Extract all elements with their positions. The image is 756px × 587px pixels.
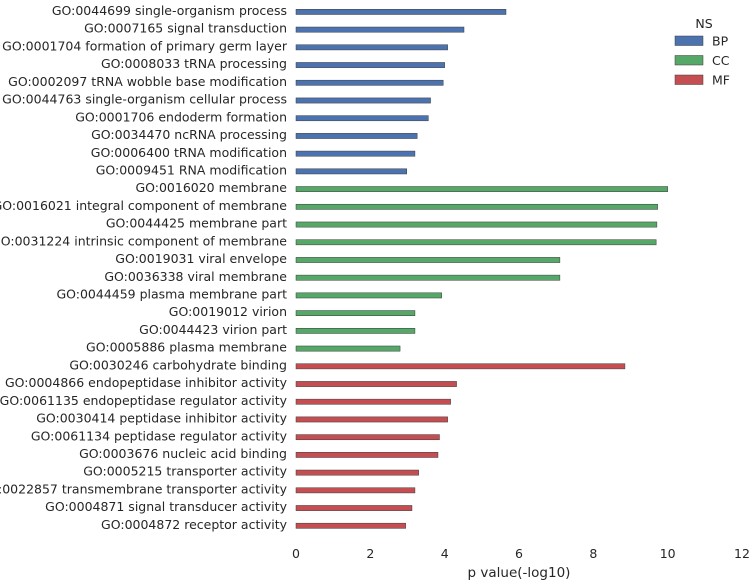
- bar-10: [295, 168, 408, 175]
- bar-25: [295, 434, 440, 441]
- plot-area: [295, 9, 668, 529]
- legend-label-mf: MF: [712, 73, 730, 88]
- category-label-5: GO:0002097 tRNA wobble base modification: [8, 74, 287, 89]
- bar-5: [295, 79, 444, 86]
- x-tick-label-8: 8: [589, 546, 597, 561]
- bar-18: [295, 310, 416, 316]
- bar-24: [295, 416, 448, 423]
- category-label-6: GO:0044763 single-organism cellular proc…: [2, 92, 287, 107]
- bar-3: [295, 44, 448, 51]
- category-label-19: GO:0044423 virion part: [139, 322, 287, 337]
- category-label-1: GO:0044699 single-organism process: [52, 3, 287, 18]
- category-label-16: GO:0036338 viral membrane: [104, 269, 287, 284]
- category-label-21: GO:0030246 carbohydrate binding: [69, 357, 287, 372]
- bar-11: [295, 186, 668, 192]
- bar-6: [295, 97, 431, 104]
- category-label-3: GO:0001704 formation of primary germ lay…: [2, 38, 288, 53]
- bar-28: [295, 487, 416, 494]
- bar-14: [295, 239, 657, 246]
- category-label-24: GO:0030414 peptidase inhibitor activity: [36, 411, 287, 426]
- bar-1: [295, 9, 507, 15]
- x-axis-ticks: 0 2 4 6 8 10 12: [292, 546, 750, 561]
- bar-8: [295, 133, 418, 139]
- bar-20: [295, 345, 401, 352]
- bar-29: [295, 505, 413, 511]
- category-label-29: GO:0004871 signal transducer activity: [45, 499, 287, 514]
- category-labels: GO:0044699 single-organism process GO:000…: [0, 3, 288, 532]
- bar-22: [295, 381, 457, 387]
- bar-21: [295, 363, 626, 370]
- bar-4: [295, 62, 445, 68]
- legend: NS BP CC MF: [674, 16, 730, 88]
- bar-12: [295, 203, 658, 210]
- bar-19: [295, 328, 416, 334]
- legend-label-cc: CC: [712, 53, 730, 68]
- bar-9: [295, 150, 416, 157]
- legend-swatch-bp: [674, 35, 704, 46]
- category-label-26: GO:0003676 nucleic acid binding: [79, 446, 287, 461]
- x-tick-label-2: 2: [366, 546, 374, 561]
- category-label-2: GO:0007165 signal transduction: [84, 21, 287, 36]
- x-tick-label-6: 6: [515, 546, 523, 561]
- category-label-18: GO:0019012 virion: [169, 304, 287, 319]
- category-label-9: GO:0006400 tRNA modification: [91, 145, 287, 160]
- category-label-15: GO:0019031 viral envelope: [115, 251, 287, 266]
- category-label-4: GO:0008033 tRNA processing: [101, 56, 287, 71]
- bar-30: [295, 522, 406, 529]
- bar-27: [295, 469, 419, 476]
- bar-23: [295, 398, 451, 405]
- category-label-28: GO:0022857 transmembrane transporter act…: [0, 481, 288, 496]
- x-axis-title: p value(-log10): [468, 565, 571, 581]
- category-label-30: GO:0004872 receptor activity: [101, 517, 288, 532]
- x-tick-label-10: 10: [660, 546, 676, 561]
- bar-16: [295, 274, 561, 281]
- legend-label-bp: BP: [712, 34, 729, 49]
- category-label-14: GO:0031224 intrinsic component of membra…: [0, 233, 287, 248]
- category-label-25: GO:0061134 peptidase regulator activity: [31, 428, 288, 443]
- category-label-10: GO:0009451 RNA modification: [96, 162, 287, 177]
- legend-swatch-mf: [674, 74, 704, 85]
- bar-13: [295, 221, 658, 228]
- bar-7: [295, 115, 429, 122]
- category-label-8: GO:0034470 ncRNA processing: [91, 127, 287, 142]
- category-label-17: GO:0044459 plasma membrane part: [56, 287, 287, 302]
- legend-title: NS: [695, 16, 712, 31]
- category-label-23: GO:0061135 endopeptidase regulator activ…: [0, 393, 288, 408]
- bar-15: [295, 257, 561, 263]
- category-label-27: GO:0005215 transporter activity: [83, 464, 287, 479]
- bar-17: [295, 292, 442, 299]
- bar-26: [295, 452, 439, 458]
- x-tick-label-4: 4: [441, 546, 449, 561]
- x-tick-label-0: 0: [292, 546, 300, 561]
- category-label-12: GO:0016021 integral component of membran…: [0, 198, 287, 213]
- category-label-13: GO:0044425 membrane part: [106, 216, 287, 231]
- category-label-20: GO:0005886 plasma membrane: [86, 340, 287, 355]
- category-label-7: GO:0001706 endoderm formation: [75, 109, 287, 124]
- category-label-22: GO:0004866 endopeptidase inhibitor activ…: [5, 375, 288, 390]
- x-tick-label-12: 12: [734, 546, 750, 561]
- legend-swatch-cc: [674, 55, 704, 66]
- bar-2: [295, 26, 465, 33]
- category-label-11: GO:0016020 membrane: [135, 180, 287, 195]
- legend-items: BP CC MF: [674, 34, 730, 88]
